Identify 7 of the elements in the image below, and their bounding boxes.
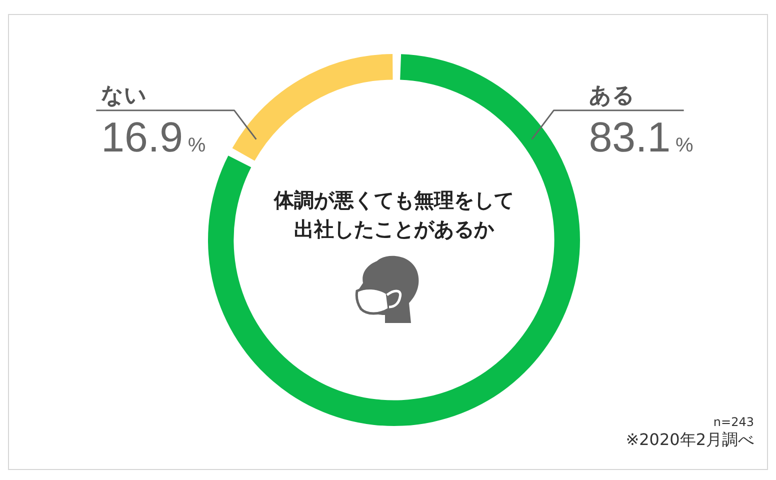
data-label: 16.9% <box>101 113 206 160</box>
slice-label: ある <box>588 83 635 108</box>
text: 体調が悪くても無理をして出社したことがあるか <box>272 187 515 243</box>
text: ※2020年2月調べ <box>626 430 754 450</box>
text: n=243 <box>712 415 754 430</box>
slice-label: ない <box>101 83 148 108</box>
data-label: 83.1% <box>588 113 694 160</box>
